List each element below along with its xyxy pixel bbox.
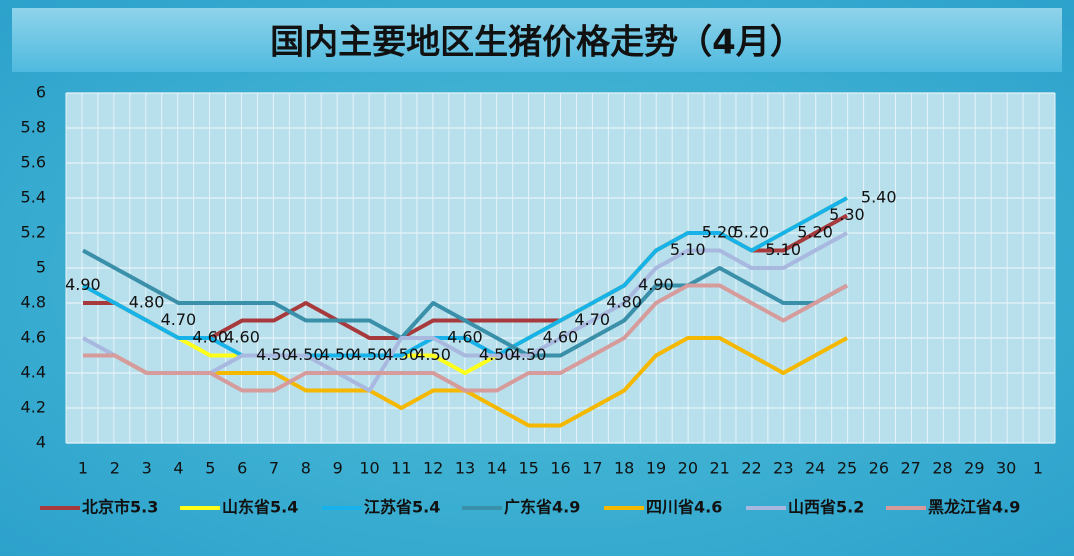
- x-tick-label: 24: [805, 459, 825, 478]
- y-tick-label: 6: [36, 83, 46, 102]
- x-tick-label: 4: [173, 459, 183, 478]
- y-tick-label: 5.6: [21, 153, 46, 172]
- legend-label: 山东省5.4: [222, 498, 298, 517]
- data-label: 5.40: [861, 188, 897, 207]
- data-label: 5.20: [797, 223, 833, 242]
- data-label: 5.10: [765, 240, 801, 259]
- legend-label: 北京市5.3: [82, 498, 158, 517]
- legend-label: 黑龙江省4.9: [928, 498, 1020, 517]
- x-tick-label: 5: [205, 459, 215, 478]
- data-label: 4.50: [352, 345, 388, 364]
- data-label: 4.50: [383, 345, 419, 364]
- series-line: [83, 283, 848, 393]
- x-tick-label: 3: [142, 459, 152, 478]
- x-tick-label: 1: [78, 459, 88, 478]
- y-tick-label: 4.2: [21, 398, 46, 417]
- x-tick-label: 12: [423, 459, 443, 478]
- y-tick-label: 5: [36, 258, 46, 277]
- series-line: [82, 248, 848, 358]
- x-tick-label: 21: [709, 459, 729, 478]
- data-label: 4.50: [320, 345, 356, 364]
- data-label: 4.70: [161, 310, 197, 329]
- data-label: 4.70: [574, 310, 610, 329]
- x-tick-label: 15: [518, 459, 538, 478]
- series-line: [82, 196, 848, 358]
- x-tick-label: 22: [741, 459, 761, 478]
- data-label: 4.50: [288, 345, 324, 364]
- x-tick-label: 9: [333, 459, 343, 478]
- y-tick-label: 4.8: [21, 293, 46, 312]
- x-tick-label: 26: [869, 459, 889, 478]
- x-tick-label: 29: [964, 459, 984, 478]
- x-tick-label: 17: [582, 459, 602, 478]
- data-label: 4.50: [415, 345, 451, 364]
- data-label: 4.60: [224, 328, 260, 347]
- y-tick-label: 5.4: [21, 188, 46, 207]
- legend-label: 山西省5.2: [788, 498, 864, 517]
- chart-title: 国内主要地区生猪价格走势（4月）: [270, 23, 804, 63]
- x-tick-label: 8: [301, 459, 311, 478]
- x-tick-label: 11: [391, 459, 411, 478]
- x-tick-label: 23: [773, 459, 793, 478]
- data-label: 5.30: [829, 205, 865, 224]
- y-tick-label: 4.4: [21, 363, 46, 382]
- legend-label: 江苏省5.4: [364, 498, 440, 517]
- data-label: 4.90: [65, 275, 101, 294]
- x-tick-label: 16: [550, 459, 570, 478]
- x-tick-label: 19: [646, 459, 666, 478]
- data-label: 4.80: [606, 293, 642, 312]
- data-label: 5.20: [702, 223, 738, 242]
- y-tick-label: 5.8: [21, 118, 46, 137]
- legend-label: 四川省4.6: [646, 498, 722, 517]
- data-label: 4.90: [638, 275, 674, 294]
- x-tick-label: 6: [237, 459, 247, 478]
- x-tick-label: 20: [678, 459, 698, 478]
- legend-label: 广东省4.9: [504, 498, 580, 517]
- x-tick-label: 30: [996, 459, 1016, 478]
- title-box: [12, 8, 1062, 72]
- data-label: 4.50: [479, 345, 515, 364]
- y-tick-label: 5.2: [21, 223, 46, 242]
- data-label: 5.10: [670, 240, 706, 259]
- x-tick-label: 27: [900, 459, 920, 478]
- data-label: 4.60: [543, 328, 579, 347]
- x-tick-label: 25: [837, 459, 857, 478]
- x-tick-label: 14: [487, 459, 507, 478]
- y-tick-label: 4.6: [21, 328, 46, 347]
- x-tick-label: 10: [359, 459, 379, 478]
- x-tick-label: 7: [269, 459, 279, 478]
- x-tick-label: 13: [455, 459, 475, 478]
- data-label: 4.50: [511, 345, 547, 364]
- data-label: 4.80: [129, 293, 165, 312]
- x-tick-label: 1: [1033, 459, 1043, 478]
- x-tick-label: 28: [932, 459, 952, 478]
- x-tick-label: 2: [110, 459, 120, 478]
- data-label: 4.50: [256, 345, 292, 364]
- data-label: 5.20: [734, 223, 770, 242]
- data-label: 4.60: [192, 328, 228, 347]
- x-tick-label: 18: [614, 459, 634, 478]
- data-label: 4.60: [447, 328, 483, 347]
- y-tick-label: 4: [36, 433, 46, 452]
